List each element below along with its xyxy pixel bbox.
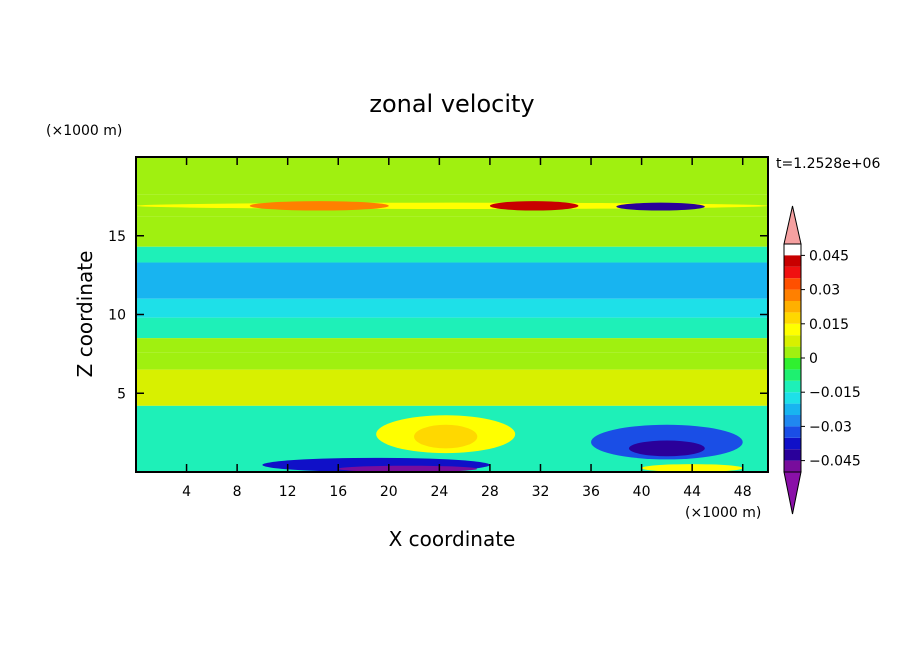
- field-band-2: [136, 216, 768, 247]
- colorbar-level-15: [784, 289, 801, 301]
- colorbar-label-4: −0.015: [809, 385, 861, 401]
- field-feature-2: [616, 202, 705, 211]
- x-tick-label-11: 48: [734, 484, 752, 500]
- colorbar-level-1: [784, 449, 801, 461]
- x-tick-label-8: 36: [582, 484, 600, 500]
- colorbar-level-5: [784, 403, 801, 415]
- colorbar-level-8: [784, 369, 801, 381]
- colorbar-level-2: [784, 437, 801, 450]
- field-band-4: [136, 262, 768, 299]
- x-tick-label-2: 12: [279, 484, 297, 500]
- colorbar-label-3: 0: [809, 351, 818, 367]
- y-axis-ticks: 5 10 15: [108, 229, 768, 402]
- chart-title: zonal velocity: [369, 90, 534, 118]
- colorbar-level-3: [784, 426, 801, 438]
- y-tick-label-1: 10: [108, 308, 126, 324]
- field-band-7: [136, 338, 768, 353]
- velocity-field: [136, 157, 768, 472]
- y-tick-label-2: 15: [108, 229, 126, 245]
- y-axis-label: Z coordinate: [73, 251, 97, 378]
- x-tick-label-4: 20: [380, 484, 398, 500]
- time-label: t=1.2528e+06: [776, 156, 880, 172]
- colorbar-level-17: [784, 266, 801, 279]
- colorbar-level-7: [784, 380, 801, 393]
- x-unit-label: (×1000 m): [685, 505, 761, 521]
- colorbar-label-1: 0.03: [809, 283, 840, 299]
- colorbar-label-0: 0.045: [809, 248, 849, 264]
- x-axis-label: X coordinate: [389, 527, 516, 551]
- field-band-5: [136, 298, 768, 318]
- x-tick-label-5: 24: [430, 484, 448, 500]
- field-band-9: [136, 369, 768, 406]
- colorbar-level-4: [784, 415, 801, 427]
- colorbar-over-arrow: [783, 205, 802, 245]
- colorbar-label-6: −0.045: [809, 454, 861, 470]
- colorbar: 0.045 0.03 0.015 0 −0.015 −0.03 −0.045: [783, 205, 861, 515]
- colorbar-level-12: [784, 323, 801, 336]
- colorbar-level-9: [784, 358, 801, 370]
- field-band-8: [136, 352, 768, 370]
- x-tick-label-6: 28: [481, 484, 499, 500]
- x-tick-label-1: 8: [233, 484, 242, 500]
- field-feature-7: [338, 465, 478, 472]
- colorbar-level-13: [784, 312, 801, 324]
- colorbar-label-5: −0.03: [809, 419, 852, 435]
- colorbar-level-14: [784, 301, 801, 313]
- x-tick-label-9: 40: [633, 484, 651, 500]
- field-feature-3: [249, 201, 389, 211]
- field-band-3: [136, 246, 768, 263]
- colorbar-level-11: [784, 335, 801, 347]
- field-band-0: [136, 157, 768, 195]
- x-tick-label-7: 32: [532, 484, 550, 500]
- colorbar-under-arrow: [783, 471, 802, 515]
- y-tick-label-0: 5: [117, 386, 126, 402]
- colorbar-level-16: [784, 278, 801, 290]
- x-tick-label-10: 44: [683, 484, 701, 500]
- x-tick-label-0: 4: [182, 484, 191, 500]
- colorbar-label-2: 0.015: [809, 317, 849, 333]
- field-feature-5: [414, 424, 478, 449]
- field-feature-9: [628, 440, 705, 457]
- colorbar-level-6: [784, 392, 801, 404]
- y-unit-label: (×1000 m): [46, 123, 122, 139]
- x-tick-label-3: 16: [329, 484, 347, 500]
- colorbar-level-18: [784, 255, 801, 267]
- x-axis-ticks: 4 8 12 16 20 24 28 32 36 40 44 48: [182, 157, 752, 500]
- colorbar-level-10: [784, 346, 801, 358]
- field-feature-1: [489, 201, 579, 211]
- field-band-6: [136, 317, 768, 339]
- colorbar-level-0: [784, 460, 801, 472]
